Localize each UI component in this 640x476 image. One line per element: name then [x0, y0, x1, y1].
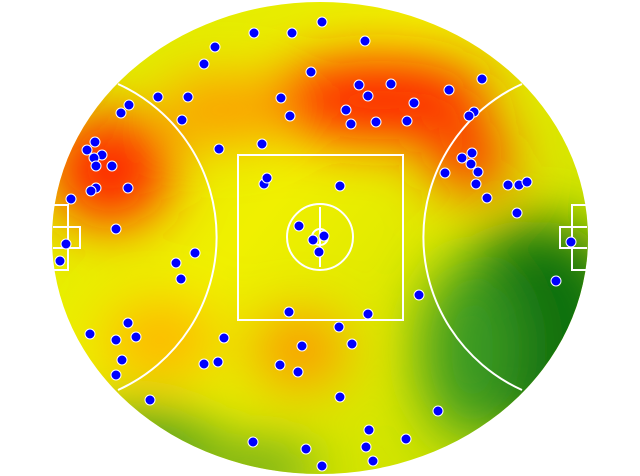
- point: [472, 166, 484, 178]
- point: [363, 424, 375, 436]
- point: [189, 247, 201, 259]
- point: [565, 236, 577, 248]
- point: [123, 99, 135, 111]
- point: [54, 255, 66, 267]
- point: [456, 152, 468, 164]
- point: [318, 230, 330, 242]
- point: [275, 92, 287, 104]
- point: [443, 84, 455, 96]
- point: [81, 144, 93, 156]
- point: [307, 234, 319, 246]
- point: [274, 359, 286, 371]
- point: [182, 91, 194, 103]
- point: [212, 356, 224, 368]
- point: [401, 115, 413, 127]
- point: [370, 116, 382, 128]
- point: [89, 136, 101, 148]
- point: [116, 354, 128, 366]
- point: [286, 27, 298, 39]
- point: [284, 110, 296, 122]
- point: [176, 114, 188, 126]
- point: [465, 158, 477, 170]
- point: [511, 207, 523, 219]
- point: [293, 220, 305, 232]
- point: [60, 238, 72, 250]
- point: [470, 178, 482, 190]
- point: [122, 317, 134, 329]
- point: [360, 441, 372, 453]
- point: [385, 78, 397, 90]
- point: [110, 334, 122, 346]
- point: [209, 41, 221, 53]
- point: [261, 172, 273, 184]
- point: [85, 185, 97, 197]
- point: [110, 369, 122, 381]
- point: [106, 160, 118, 172]
- point: [476, 73, 488, 85]
- point: [256, 138, 268, 150]
- point: [362, 308, 374, 320]
- point: [300, 443, 312, 455]
- point: [362, 90, 374, 102]
- point: [247, 436, 259, 448]
- point: [110, 223, 122, 235]
- point: [413, 289, 425, 301]
- point: [65, 193, 77, 205]
- point: [345, 118, 357, 130]
- point: [296, 340, 308, 352]
- point: [218, 332, 230, 344]
- point: [502, 179, 514, 191]
- point: [432, 405, 444, 417]
- point: [400, 433, 412, 445]
- point: [248, 27, 260, 39]
- point: [292, 366, 304, 378]
- point: [198, 358, 210, 370]
- point: [353, 79, 365, 91]
- point: [316, 460, 328, 472]
- point: [550, 275, 562, 287]
- point: [84, 328, 96, 340]
- point: [152, 91, 164, 103]
- point: [334, 391, 346, 403]
- point: [213, 143, 225, 155]
- point: [305, 66, 317, 78]
- point: [130, 331, 142, 343]
- point: [463, 110, 475, 122]
- point: [333, 321, 345, 333]
- point: [439, 167, 451, 179]
- point: [340, 104, 352, 116]
- point: [175, 273, 187, 285]
- point: [408, 97, 420, 109]
- point: [346, 338, 358, 350]
- point: [466, 147, 478, 159]
- point: [144, 394, 156, 406]
- point: [115, 107, 127, 119]
- point: [198, 58, 210, 70]
- point: [481, 192, 493, 204]
- point: [90, 160, 102, 172]
- point: [170, 257, 182, 269]
- point: [334, 180, 346, 192]
- point: [313, 246, 325, 258]
- point: [521, 176, 533, 188]
- point: [367, 455, 379, 467]
- point: [283, 306, 295, 318]
- point: [316, 16, 328, 28]
- point: [359, 35, 371, 47]
- point: [122, 182, 134, 194]
